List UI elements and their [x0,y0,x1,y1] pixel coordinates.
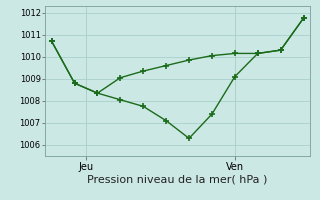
X-axis label: Pression niveau de la mer( hPa ): Pression niveau de la mer( hPa ) [87,174,268,184]
